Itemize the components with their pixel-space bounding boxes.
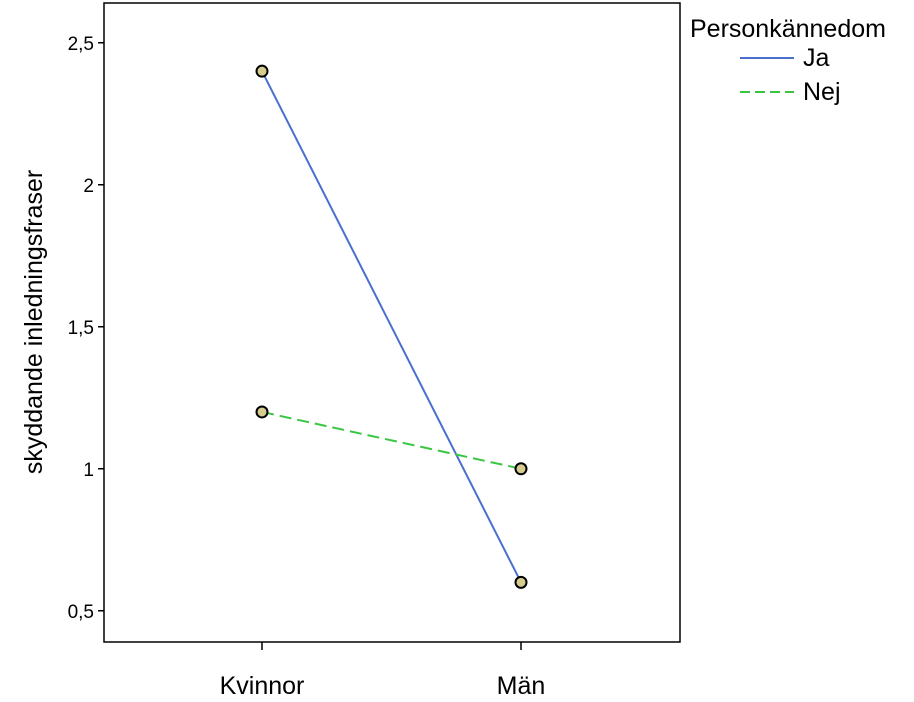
y-axis-title: skyddande inledningsfraser (20, 170, 48, 474)
series-line-nej (261, 410, 522, 470)
series-layer (261, 70, 522, 583)
data-point (514, 462, 528, 476)
y-tick-label: 0,5 (68, 602, 94, 623)
legend-label-ja: Ja (803, 44, 830, 72)
legend: Personkännedom Ja Nej (690, 15, 886, 106)
x-tick-label: Kvinnor (220, 672, 305, 700)
x-axis: Kvinnor Män (220, 642, 546, 700)
marker-layer (255, 64, 528, 589)
y-tick-label: 2 (83, 176, 94, 197)
y-axis: 0,5 1 1,5 2 2,5 (68, 34, 104, 623)
data-point (255, 64, 269, 78)
data-point (514, 575, 528, 589)
plot-frame (103, 2, 681, 643)
legend-label-nej: Nej (803, 78, 841, 106)
y-tick-label: 1,5 (68, 318, 94, 339)
x-tick-label: Män (497, 672, 546, 700)
y-tick-label: 1 (83, 460, 94, 481)
y-tick-label: 2,5 (68, 34, 94, 55)
data-point (255, 405, 269, 419)
legend-title: Personkännedom (690, 15, 886, 43)
series-line-ja (261, 70, 522, 583)
